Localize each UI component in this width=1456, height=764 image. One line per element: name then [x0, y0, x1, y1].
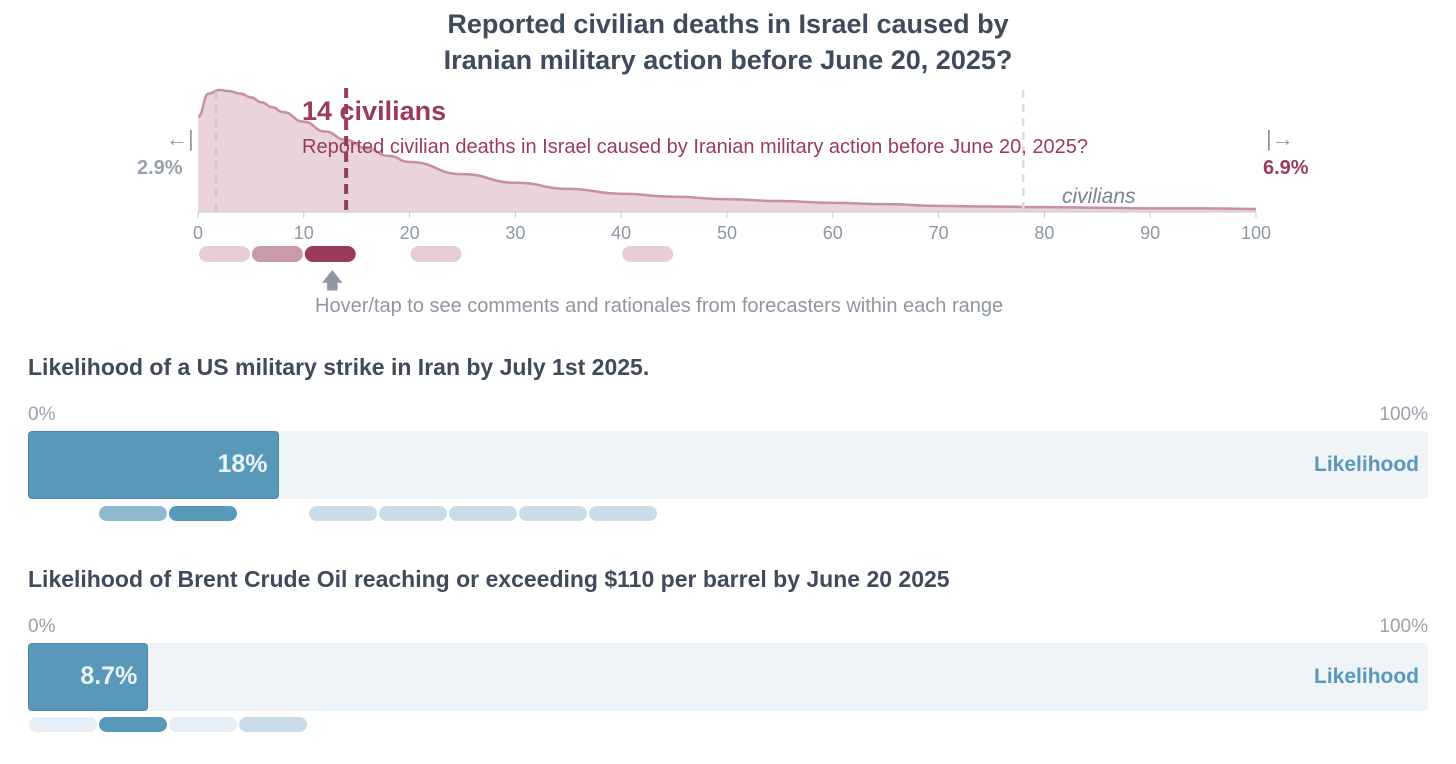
- q2-forecaster-range-3[interactable]: [239, 717, 307, 732]
- q1-forecaster-range-3[interactable]: [379, 506, 447, 521]
- question-1-axis-max: 100%: [1379, 404, 1428, 425]
- question-1-bar-fill[interactable]: 18%: [28, 431, 279, 499]
- distribution-chart[interactable]: 0 10 20 30 40 50 60 70 80 90 100: [0, 80, 1456, 280]
- distribution-title-line-2: Iranian military action before June 20, …: [443, 45, 1013, 75]
- forecaster-range-2[interactable]: [304, 246, 356, 262]
- question-1-bar-track[interactable]: 18% Likelihood: [28, 431, 1428, 499]
- q2-forecaster-range-2[interactable]: [169, 717, 237, 732]
- q2-forecaster-range-0[interactable]: [29, 717, 97, 732]
- x-tick-label-30: 30: [505, 223, 525, 243]
- q1-forecaster-range-4[interactable]: [449, 506, 517, 521]
- question-2-value: 8.7%: [80, 662, 138, 690]
- median-label: 14 civilians: [302, 96, 447, 126]
- distribution-title: Reported civilian deaths in Israel cause…: [300, 6, 1156, 78]
- forecaster-range-0[interactable]: [199, 246, 250, 262]
- x-tick-label-100: 100: [1241, 223, 1271, 243]
- question-2-axis-max: 100%: [1379, 616, 1428, 637]
- question-1-title: Likelihood of a US military strike in Ir…: [28, 354, 650, 380]
- right-tail-arrow-icon: |→: [1266, 126, 1294, 151]
- q1-forecaster-range-5[interactable]: [519, 506, 587, 521]
- x-tick-label-90: 90: [1140, 223, 1160, 243]
- above-range-probability: 6.9%: [1263, 157, 1309, 179]
- distribution-area: [198, 90, 1256, 212]
- question-1-axis-min: 0%: [28, 404, 56, 425]
- left-tail-arrow-icon: ←|: [166, 126, 194, 151]
- q1-forecaster-range-0[interactable]: [99, 506, 167, 521]
- question-2-forecaster-ranges[interactable]: [28, 717, 1428, 733]
- question-2-bar-track[interactable]: 8.7% Likelihood: [28, 643, 1428, 711]
- x-tick-label-60: 60: [823, 223, 843, 243]
- x-tick-label-10: 10: [294, 223, 314, 243]
- q1-forecaster-range-6[interactable]: [589, 506, 657, 521]
- forecaster-range-4[interactable]: [622, 246, 674, 262]
- hover-hint: Hover/tap to see comments and rationales…: [315, 295, 1004, 317]
- question-1-value: 18%: [217, 450, 268, 478]
- question-2-title: Likelihood of Brent Crude Oil reaching o…: [28, 566, 950, 592]
- q1-forecaster-range-2[interactable]: [309, 506, 377, 521]
- below-range-probability: 2.9%: [137, 157, 183, 179]
- median-question-label: Reported civilian deaths in Israel cause…: [302, 136, 1089, 158]
- forecaster-range-3[interactable]: [410, 246, 462, 262]
- up-arrow-icon: 🡅: [321, 268, 344, 293]
- question-2-axis-min: 0%: [28, 616, 56, 637]
- distribution-curve: [197, 88, 1257, 211]
- question-2-bar-fill[interactable]: 8.7%: [28, 643, 149, 711]
- x-tick-label-20: 20: [400, 223, 420, 243]
- q2-forecaster-range-1[interactable]: [99, 717, 167, 732]
- unit-label: civilians: [1062, 185, 1136, 208]
- q1-forecaster-range-1[interactable]: [169, 506, 237, 521]
- x-tick-label-80: 80: [1034, 223, 1054, 243]
- x-tick-label-40: 40: [611, 223, 631, 243]
- question-2-caption: Likelihood: [1314, 665, 1419, 688]
- question-1-forecaster-ranges[interactable]: [28, 506, 1428, 522]
- x-tick-label-0: 0: [193, 223, 203, 243]
- distribution-title-line-1: Reported civilian deaths in Israel cause…: [447, 9, 1009, 39]
- question-1-caption: Likelihood: [1314, 453, 1419, 476]
- x-tick-label-50: 50: [717, 223, 737, 243]
- x-tick-label-70: 70: [929, 223, 949, 243]
- forecaster-range-1[interactable]: [251, 246, 303, 262]
